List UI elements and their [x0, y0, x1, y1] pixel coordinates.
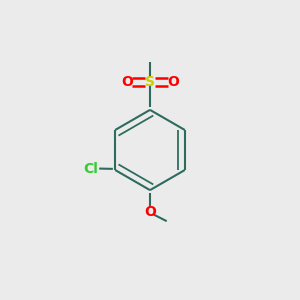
- Text: O: O: [167, 75, 179, 88]
- Text: O: O: [121, 75, 133, 88]
- Text: S: S: [145, 75, 155, 88]
- Text: Cl: Cl: [83, 162, 98, 176]
- Text: O: O: [144, 205, 156, 218]
